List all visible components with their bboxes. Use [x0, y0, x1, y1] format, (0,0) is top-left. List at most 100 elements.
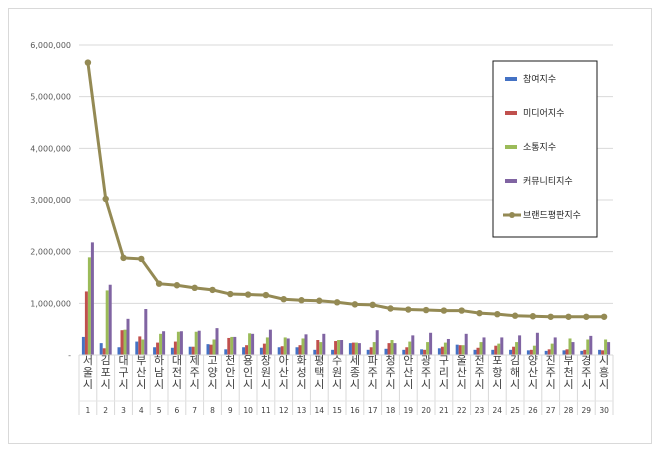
- bar-미디어지수: [191, 346, 195, 355]
- bar-미디어지수: [387, 343, 391, 355]
- x-rank-label: 17: [368, 406, 378, 415]
- bar-참여지수: [170, 347, 174, 355]
- x-rank-label: 30: [599, 406, 609, 415]
- bar-미디어지수: [601, 350, 605, 355]
- line-point: [244, 291, 252, 298]
- bar-미디어지수: [351, 342, 355, 355]
- bar-series: [81, 242, 611, 355]
- line-series: [84, 59, 608, 320]
- bar-커뮤니티지수: [411, 335, 415, 355]
- bar-미디어지수: [156, 342, 160, 355]
- line-point: [547, 313, 554, 320]
- bar-소통지수: [105, 290, 109, 355]
- bar-미디어지수: [476, 347, 480, 355]
- bar-소통지수: [194, 331, 198, 355]
- bar-참여지수: [188, 346, 192, 355]
- legend-label: 참여지수: [523, 73, 556, 85]
- line-point: [227, 290, 234, 298]
- bar-커뮤니티지수: [251, 333, 255, 355]
- y-tick-label: 1,000,000: [30, 299, 71, 308]
- x-rank-label: 12: [279, 406, 289, 415]
- bar-소통지수: [532, 345, 536, 355]
- x-rank-label: 15: [332, 406, 342, 415]
- y-axis: - 1,000,000 2,000,000 3,000,000 4,000,000 5,0…: [30, 41, 71, 360]
- bar-소통지수: [319, 342, 323, 355]
- x-rank-label: 25: [510, 406, 520, 415]
- x-rank-label: 18: [386, 406, 396, 415]
- bar-커뮤니티지수: [429, 332, 433, 355]
- bar-소통지수: [176, 331, 180, 355]
- bar-참여지수: [509, 349, 513, 355]
- bar-커뮤니티지수: [589, 335, 593, 355]
- y-tick-label: 5,000,000: [30, 93, 71, 102]
- bar-참여지수: [562, 350, 566, 355]
- bar-커뮤니티지수: [357, 343, 361, 355]
- x-rank-label: 4: [139, 406, 144, 415]
- bar-참여지수: [224, 349, 228, 355]
- bar-커뮤니티지수: [340, 340, 344, 355]
- x-rank-label: 1: [86, 406, 91, 415]
- line-point: [102, 195, 109, 203]
- bar-미디어지수: [245, 345, 249, 355]
- y-tick-label: 4,000,000: [30, 144, 71, 153]
- x-rank-label: 27: [546, 406, 556, 415]
- bar-참여지수: [117, 347, 121, 355]
- legend-label: 브랜드평판지수: [523, 210, 581, 221]
- bar-참여지수: [277, 347, 281, 355]
- chart-frame: - 1,000,000 2,000,000 3,000,000 4,000,000 5,0…: [8, 8, 652, 444]
- bar-소통지수: [479, 342, 483, 355]
- bar-소통지수: [354, 342, 358, 355]
- bar-미디어지수: [334, 341, 338, 355]
- bar-커뮤니티지수: [607, 342, 611, 355]
- line-point: [120, 254, 127, 262]
- line-point: [351, 301, 359, 308]
- legend-label: 소통지수: [523, 142, 556, 153]
- x-rank-label: 8: [210, 406, 215, 415]
- bar-소통지수: [461, 345, 465, 355]
- line-point: [476, 309, 483, 317]
- bar-참여지수: [598, 349, 602, 355]
- bar-참여지수: [313, 349, 317, 355]
- bar-미디어지수: [565, 349, 569, 355]
- x-rank-label: 21: [439, 406, 449, 415]
- line-point: [191, 284, 198, 292]
- line-point: [316, 297, 323, 304]
- bar-커뮤니티지수: [446, 338, 450, 355]
- bar-참여지수: [402, 349, 406, 355]
- x-rank-label: 29: [582, 406, 592, 415]
- legend-marker: [509, 212, 515, 218]
- line-point: [209, 286, 216, 294]
- x-rank-label: 10: [243, 406, 253, 415]
- bar-미디어지수: [280, 346, 284, 355]
- bar-참여지수: [99, 343, 103, 355]
- bar-소통지수: [390, 340, 394, 355]
- legend-label: 커뮤니티지수: [523, 176, 573, 187]
- bar-커뮤니티지수: [375, 330, 379, 355]
- bar-소통지수: [283, 337, 287, 355]
- line-point: [565, 313, 572, 320]
- bar-미디어지수: [227, 337, 231, 355]
- line-point: [138, 255, 145, 263]
- bar-커뮤니티지수: [553, 337, 557, 355]
- bar-커뮤니티지수: [464, 333, 468, 355]
- bar-참여지수: [153, 347, 157, 355]
- bar-미디어지수: [138, 336, 142, 355]
- line-point: [262, 291, 270, 299]
- y-tick-label: 6,000,000: [30, 41, 71, 50]
- bar-소통지수: [568, 338, 572, 355]
- x-rank-label: 2: [103, 406, 108, 415]
- bar-미디어지수: [173, 341, 177, 355]
- bar-미디어지수: [529, 349, 533, 355]
- x-rank-label: 23: [475, 406, 485, 415]
- bar-소통지수: [159, 333, 163, 355]
- bar-커뮤니티지수: [144, 309, 148, 355]
